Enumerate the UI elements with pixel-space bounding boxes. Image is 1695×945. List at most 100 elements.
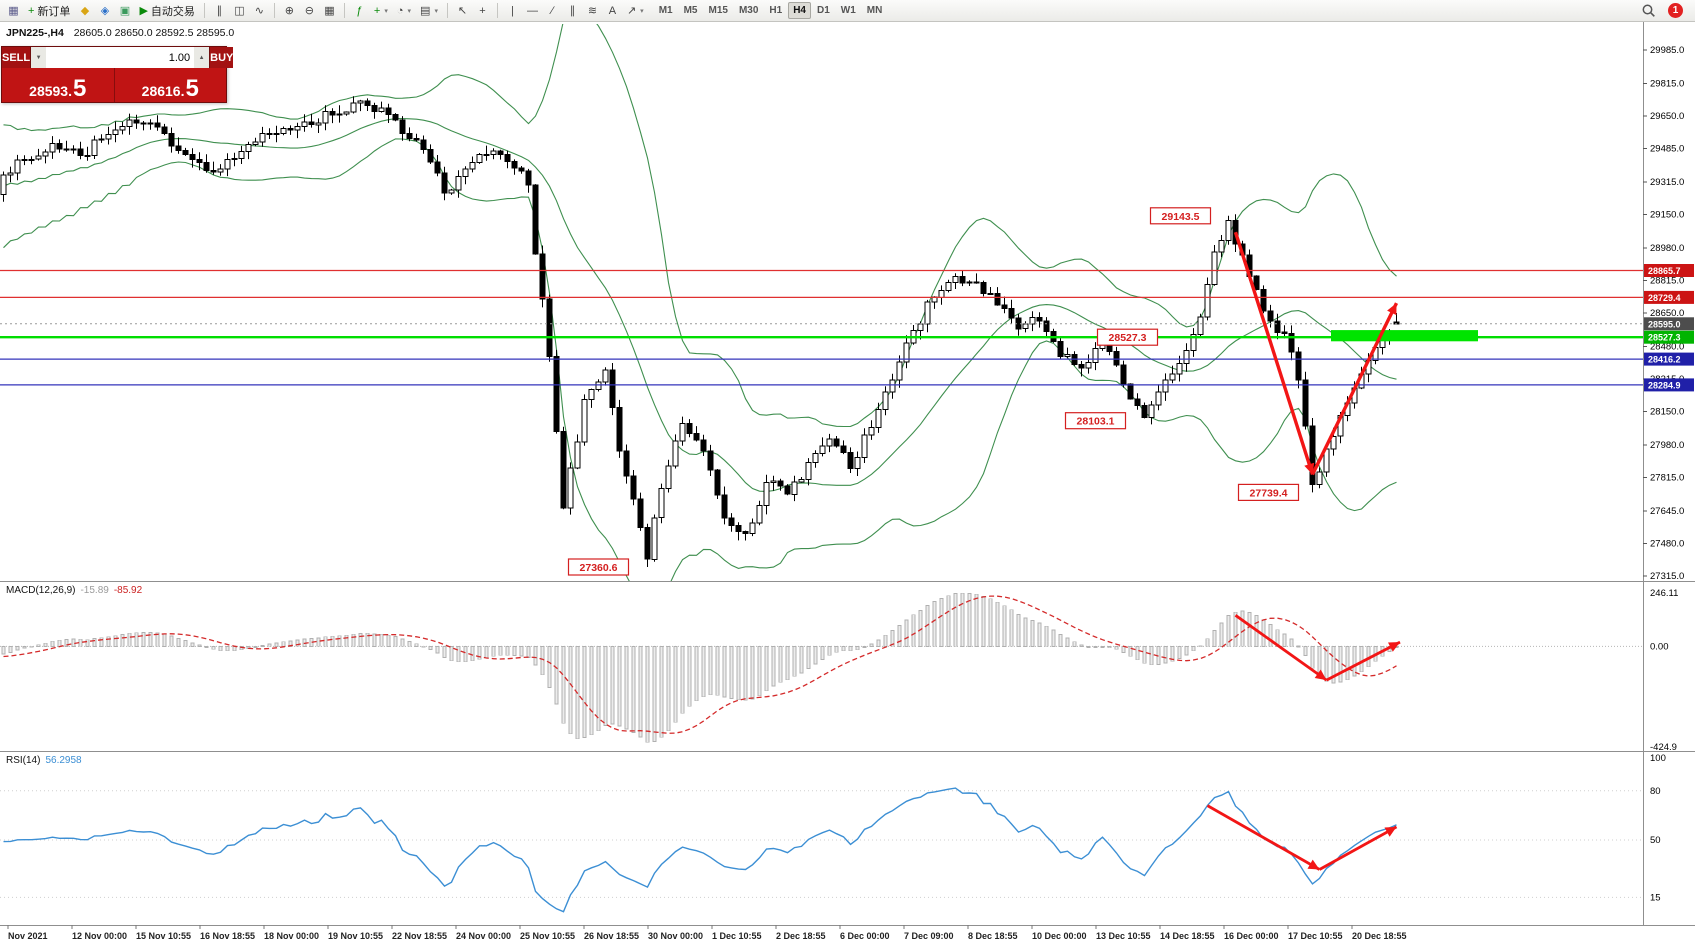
chart-symbol-header: JPN225-,H4 28605.0 28650.0 28592.5 28595… [6, 27, 234, 39]
svg-text:29315.0: 29315.0 [1650, 177, 1684, 188]
svg-text:29143.5: 29143.5 [1162, 211, 1200, 223]
rsi-trend-arrow-1[interactable] [1206, 804, 1321, 871]
svg-text:6 Dec 00:00: 6 Dec 00:00 [840, 931, 890, 941]
candlestick-chart-icon[interactable]: ◫ [230, 2, 249, 20]
dropdown-caret-icon: ▾ [434, 7, 438, 15]
buy-price[interactable]: 28616. 5 [113, 68, 227, 102]
trend-arrow-2[interactable] [1310, 302, 1399, 476]
macd-pane[interactable] [0, 592, 1643, 743]
bollinger-middle-band [3, 118, 1397, 493]
svg-text:14 Dec 18:55: 14 Dec 18:55 [1160, 931, 1215, 941]
svg-text:10 Dec 00:00: 10 Dec 00:00 [1032, 931, 1087, 941]
fibonacci-icon[interactable]: ≋ [583, 2, 602, 20]
svg-text:2 Dec 18:55: 2 Dec 18:55 [776, 931, 826, 941]
timeframe-h1[interactable]: H1 [769, 5, 783, 16]
cursor-icon[interactable]: ↖ [453, 2, 472, 20]
rsi-name: RSI(14) [6, 755, 41, 766]
time-axis[interactable]: Nov 2021 12 Nov 00:00 15 Nov 10:55 16 Nov 1… [7, 925, 1407, 941]
indicators-icon[interactable]: ƒ [350, 2, 369, 20]
timeframe-m15[interactable]: M15 [708, 5, 728, 16]
timeframe-m30[interactable]: M30 [738, 5, 759, 16]
svg-text:8 Dec 18:55: 8 Dec 18:55 [968, 931, 1018, 941]
macd-trend-arrow-2[interactable] [1325, 640, 1401, 682]
macd-main-value: -15.89 [80, 585, 109, 596]
sell-price[interactable]: 28593. 5 [2, 68, 114, 102]
text-icon[interactable]: A [603, 2, 622, 20]
dropdown-caret-icon: ▾ [640, 7, 644, 15]
timeframe-mn[interactable]: MN [866, 5, 883, 16]
trade-panel-controls: SELL ▼ ▲ BUY [2, 47, 234, 68]
svg-text:28150.0: 28150.0 [1650, 407, 1684, 418]
notification-badge[interactable]: 1 [1668, 3, 1683, 18]
highlight-zone-rectangle[interactable] [1331, 330, 1478, 342]
buy-button[interactable]: BUY [210, 47, 234, 68]
periods-icon[interactable]: ◔ ▾ [393, 2, 415, 20]
rsi-scale: 100 80 50 15 [1650, 753, 1666, 903]
data-window-icon[interactable]: ▣ [115, 2, 134, 20]
profiles-icon[interactable]: ◆ [75, 2, 94, 20]
dropdown-caret-icon: ▾ [384, 7, 388, 15]
svg-text:28729.4: 28729.4 [1648, 293, 1681, 303]
price-scale-background[interactable] [1643, 22, 1695, 925]
timeframe-d1[interactable]: D1 [817, 5, 830, 16]
timeframe-m1[interactable]: M1 [658, 5, 673, 16]
svg-text:28480.0: 28480.0 [1650, 342, 1684, 353]
rsi-trend-arrow-2[interactable] [1318, 825, 1398, 871]
svg-text:27315.0: 27315.0 [1650, 571, 1684, 582]
main-price-pane[interactable]: 29143.5 28527.3 28103.1 27739.4 27360.6 [0, 8, 1643, 617]
svg-text:27645.0: 27645.0 [1650, 506, 1684, 517]
fibonacci-icon-glyph: ≋ [587, 5, 598, 17]
symbol-period-label: JPN225-,H4 [6, 27, 64, 39]
zoom-out-icon[interactable]: ⊖ [300, 2, 319, 20]
add-indicator-icon[interactable]: + ▾ [370, 2, 392, 20]
sell-button[interactable]: SELL [2, 47, 31, 68]
vertical-line-icon[interactable]: | [503, 2, 522, 20]
trend-arrow-1[interactable] [1233, 231, 1315, 476]
timeframe-buttons: M1 M5 M15 M30 H1 H4 D1 W1 MN [654, 2, 888, 19]
volume-decrease-button[interactable]: ▼ [31, 47, 47, 68]
trendline-icon-glyph: ∕ [551, 4, 554, 17]
zoom-in-icon[interactable]: ⊕ [280, 2, 299, 20]
rsi-pane[interactable] [0, 787, 1643, 913]
macd-trend-arrow-1[interactable] [1234, 614, 1328, 682]
price-annotation[interactable]: 27739.4 [1237, 483, 1300, 501]
volume-increase-button[interactable]: ▲ [194, 47, 210, 68]
price-annotation[interactable]: 29143.5 [1149, 207, 1212, 225]
macd-signal-value: -85.92 [113, 585, 143, 596]
svg-text:16 Dec 00:00: 16 Dec 00:00 [1224, 931, 1279, 941]
timeframe-h4[interactable]: H4 [788, 2, 811, 19]
bar-chart-icon[interactable]: ∥ [210, 2, 229, 20]
autotrading-glyph: ▶ [139, 5, 148, 17]
new-order-button[interactable]: + 新订单 [24, 2, 74, 20]
tile-windows-icon[interactable]: ▦ [320, 2, 339, 20]
price-annotation[interactable]: 28103.1 [1064, 412, 1127, 430]
svg-text:29485.0: 29485.0 [1650, 144, 1684, 155]
timeframe-m5[interactable]: M5 [683, 5, 698, 16]
timeframe-w1[interactable]: W1 [840, 5, 856, 16]
svg-text:17 Dec 10:55: 17 Dec 10:55 [1288, 931, 1343, 941]
search-icon[interactable] [1638, 2, 1659, 20]
arrows-icon[interactable]: ↗ ▾ [623, 2, 648, 20]
price-annotation[interactable]: 27360.6 [567, 558, 630, 576]
channel-icon-glyph: ∥ [569, 5, 576, 17]
svg-text:18 Nov 00:00: 18 Nov 00:00 [264, 931, 319, 941]
bollinger-upper-band [3, 24, 1397, 428]
autotrading-button[interactable]: ▶ 自动交易 [135, 2, 198, 20]
market-watch-icon-glyph: ◈ [100, 5, 110, 17]
svg-text:Nov 2021: Nov 2021 [8, 931, 48, 941]
horizontal-line-icon[interactable]: — [523, 2, 542, 20]
channel-icon[interactable]: ∥ [563, 2, 582, 20]
svg-text:22 Nov 18:55: 22 Nov 18:55 [392, 931, 447, 941]
trendline-icon[interactable]: ∕ [543, 2, 562, 20]
line-chart-icon[interactable]: ∿ [250, 2, 269, 20]
volume-input[interactable] [46, 47, 195, 68]
svg-text:27980.0: 27980.0 [1650, 440, 1684, 451]
svg-text:29985.0: 29985.0 [1650, 45, 1684, 56]
templates-icon[interactable]: ▤ ▾ [416, 2, 442, 20]
market-watch-icon[interactable]: ◈ [95, 2, 114, 20]
svg-text:27480.0: 27480.0 [1650, 539, 1684, 550]
price-annotation[interactable]: 28527.3 [1096, 328, 1159, 346]
charts-tile-icon[interactable]: ▦ [4, 2, 23, 20]
crosshair-icon[interactable]: + [473, 2, 492, 20]
